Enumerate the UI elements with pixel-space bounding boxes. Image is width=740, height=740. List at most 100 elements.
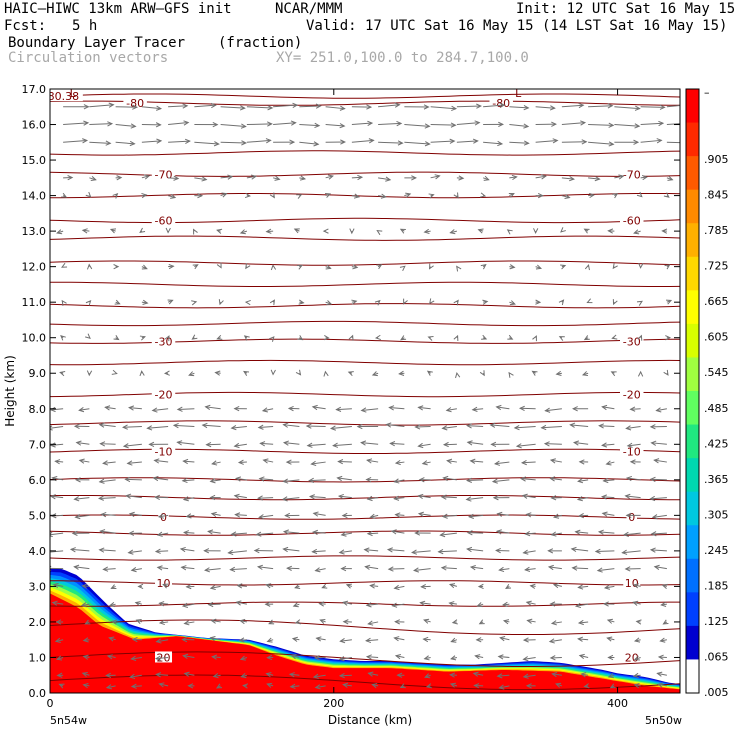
wind-vector bbox=[469, 458, 484, 464]
wind-vector bbox=[661, 583, 668, 589]
vector-head bbox=[472, 671, 479, 677]
vector-head bbox=[191, 334, 198, 340]
wind-vector bbox=[360, 407, 379, 413]
contour-line bbox=[50, 555, 680, 561]
wind-vector bbox=[650, 440, 667, 446]
wind-vector bbox=[577, 619, 589, 626]
vector-head bbox=[491, 478, 498, 484]
vector-head bbox=[423, 104, 430, 110]
wind-vector bbox=[176, 440, 195, 446]
wind-vector bbox=[414, 530, 431, 536]
vector-head bbox=[351, 299, 358, 305]
wind-vector bbox=[50, 442, 64, 448]
vector-shaft bbox=[325, 106, 345, 110]
contour-label-bg bbox=[620, 445, 644, 457]
contour-label: -30 bbox=[623, 335, 641, 348]
vector-shaft bbox=[127, 461, 142, 464]
vector-shaft bbox=[640, 122, 664, 126]
vector-head bbox=[313, 141, 320, 147]
wind-vector bbox=[632, 672, 641, 679]
wind-vector bbox=[325, 139, 347, 145]
wind-vector bbox=[194, 176, 208, 182]
wind-vector bbox=[524, 566, 536, 572]
vector-shaft bbox=[246, 123, 272, 126]
wind-vector bbox=[577, 478, 589, 484]
vector-head bbox=[183, 120, 190, 126]
vector-shaft bbox=[614, 106, 640, 110]
vector-shaft bbox=[282, 497, 300, 500]
vector-head bbox=[548, 638, 555, 644]
vector-shaft bbox=[389, 407, 405, 410]
contour-label-bg bbox=[626, 511, 638, 523]
wind-vector bbox=[445, 407, 457, 413]
wind-vector bbox=[100, 512, 116, 518]
vector-head bbox=[664, 264, 671, 270]
wind-vector bbox=[480, 264, 487, 270]
vector-shaft bbox=[561, 122, 585, 126]
vector-shaft bbox=[211, 513, 221, 516]
vector-head bbox=[73, 496, 80, 502]
vector-head bbox=[636, 191, 643, 198]
model-title: HAIC—HIWC 13km ARW—GFS init bbox=[4, 1, 232, 17]
vector-head bbox=[274, 175, 281, 181]
plot-frame bbox=[49, 88, 681, 694]
vector-head bbox=[483, 175, 490, 181]
wind-vector bbox=[86, 370, 93, 377]
vector-head bbox=[234, 476, 242, 482]
wind-vector bbox=[268, 336, 275, 342]
wind-vector bbox=[606, 618, 615, 624]
colorbar-swatch bbox=[686, 290, 699, 325]
vector-shaft bbox=[105, 406, 116, 410]
vector-head bbox=[523, 105, 530, 111]
vector-shaft bbox=[154, 459, 169, 463]
vector-head bbox=[632, 672, 639, 679]
wind-vector bbox=[139, 227, 146, 234]
vector-shaft bbox=[313, 512, 326, 516]
vector-shaft bbox=[640, 106, 665, 108]
wind-vector bbox=[71, 530, 90, 536]
vector-head bbox=[498, 566, 505, 573]
vector-shaft bbox=[246, 106, 273, 109]
wind-vector bbox=[220, 140, 248, 146]
vector-head bbox=[580, 120, 587, 126]
vector-shaft bbox=[525, 532, 536, 535]
wind-vector bbox=[345, 583, 353, 589]
vector-head bbox=[367, 120, 374, 126]
wind-vector bbox=[478, 619, 485, 625]
vector-shaft bbox=[430, 106, 456, 110]
wind-vector bbox=[640, 120, 665, 127]
vector-shaft bbox=[633, 584, 641, 587]
vector-head bbox=[448, 583, 456, 589]
wind-vector bbox=[649, 547, 667, 553]
contour-label-bg bbox=[620, 388, 644, 400]
colorbar-label: – bbox=[704, 86, 710, 99]
wind-vector bbox=[183, 620, 195, 626]
wind-vector bbox=[261, 407, 274, 413]
vector-head bbox=[633, 229, 640, 235]
vector-head bbox=[638, 262, 644, 269]
vector-shaft bbox=[666, 105, 680, 108]
vector-shaft bbox=[473, 672, 484, 676]
wind-vector bbox=[216, 262, 222, 269]
wind-vector bbox=[543, 441, 562, 447]
vector-shaft bbox=[273, 104, 298, 108]
vector-head bbox=[449, 229, 456, 235]
vector-head bbox=[112, 192, 119, 199]
vector-head bbox=[449, 682, 456, 688]
vector-head bbox=[551, 121, 557, 127]
wind-vector bbox=[524, 531, 536, 537]
vector-head bbox=[155, 638, 162, 644]
vector-head bbox=[498, 121, 504, 128]
vector-shaft bbox=[654, 566, 667, 570]
wind-vector bbox=[651, 514, 667, 520]
wind-vector bbox=[574, 602, 589, 609]
wind-vector bbox=[233, 406, 247, 412]
wind-vector bbox=[418, 477, 431, 483]
wind-vector bbox=[211, 460, 221, 466]
wind-vector bbox=[466, 546, 484, 553]
wind-vector bbox=[168, 263, 175, 270]
vector-shaft bbox=[208, 530, 221, 534]
vector-shaft bbox=[220, 106, 245, 109]
contour-label: -60 bbox=[155, 214, 173, 227]
vector-head bbox=[403, 298, 408, 305]
